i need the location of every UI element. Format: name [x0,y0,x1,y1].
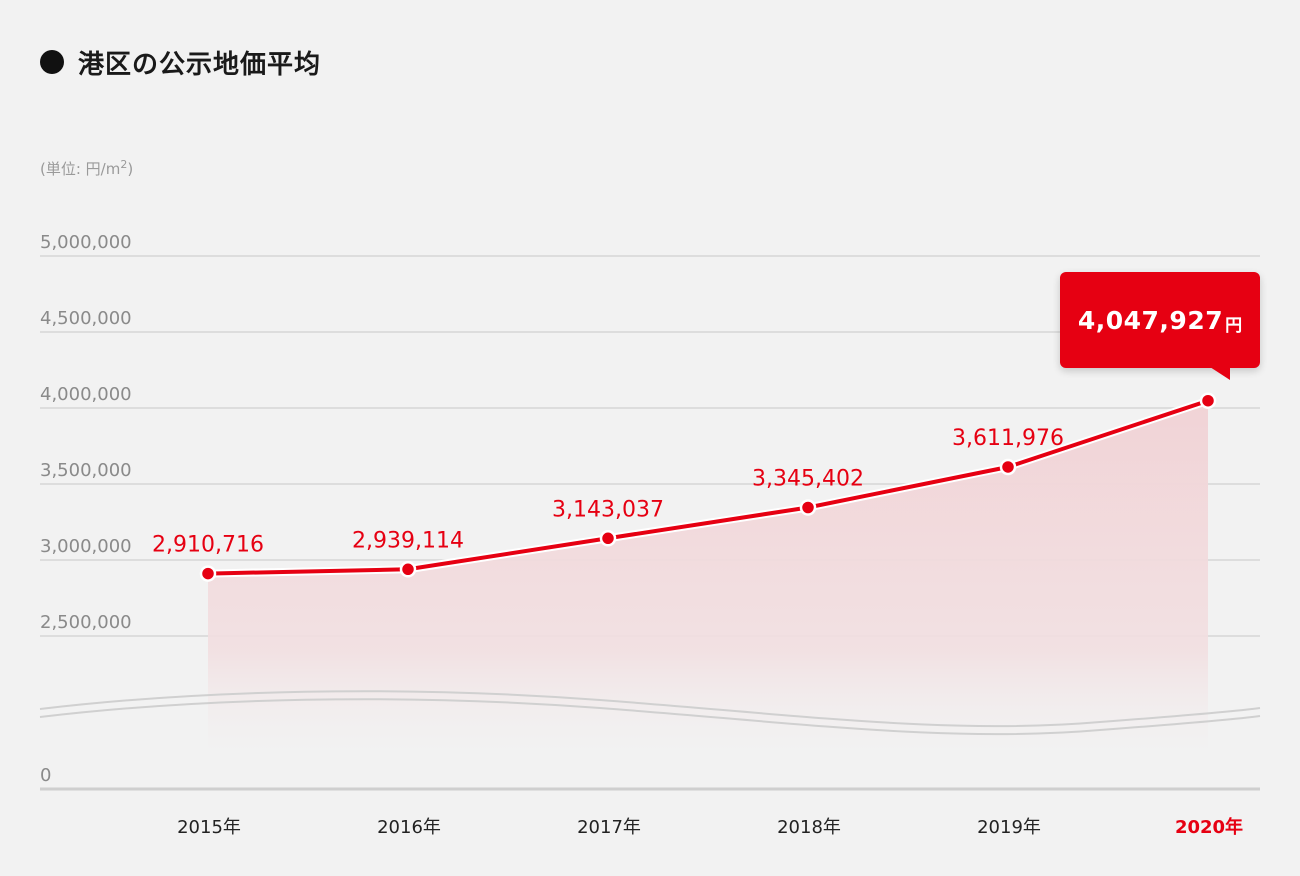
data-label: 3,611,976 [952,426,1064,451]
area-layer [208,400,1208,760]
data-point [1199,392,1217,409]
data-label: 3,143,037 [552,497,664,522]
y-axis: 0 2,500,000 3,000,000 3,500,000 4,000,000 4,5… [40,232,132,786]
callout-value: 4,047,927 [1077,305,1224,335]
callout-unit: 円 [1225,315,1243,336]
data-point [199,565,217,582]
x-tick-label: 2016年 [377,817,441,838]
series-line [207,398,1209,576]
data-point [999,458,1017,476]
data-label: 2,939,114 [352,528,464,553]
unit-label-superscript: 2 [120,158,128,171]
x-tick-label: 2015年 [177,817,241,838]
axis-break [39,690,1261,736]
bullet-icon [40,50,64,74]
y-tick-label: 4,000,000 [40,384,132,405]
x-tick-label: 2018年 [777,817,841,838]
y-tick-label: 2,500,000 [40,612,132,633]
y-tick-label: 3,500,000 [40,460,132,481]
data-point [599,530,617,547]
area-fill [208,400,1208,760]
data-point [799,499,817,516]
x-tick-label: 2019年 [977,817,1041,838]
point-layer [199,392,1217,582]
data-point [399,561,417,578]
data-label: 3,345,402 [752,466,864,491]
line-layer [207,396,1210,578]
y-tick-label: 4,500,000 [40,308,132,329]
axis-break-line [39,698,1261,736]
unit-label: (単位: 円/m2) [40,158,133,179]
label-layer: 2,910,716 2,939,114 3,143,037 3,345,402 3,61… [152,426,1064,558]
unit-label-text: (単位: 円/m [40,160,121,178]
y-tick-label: 3,000,000 [40,536,132,557]
title-text: 港区の公示地価平均 [78,49,322,80]
axis-break-line [39,690,1261,728]
x-axis: 2015年 2016年 2017年 2018年 2019年 2020年 [177,816,1243,838]
y-tick-label: 5,000,000 [40,232,132,253]
unit-label-close: ) [127,160,134,178]
y-tick-label: 0 [40,765,51,786]
x-tick-label: 2017年 [577,817,641,838]
x-tick-label: 2020年 [1175,816,1243,838]
data-label: 2,910,716 [152,533,264,558]
chart-title: 港区の公示地価平均 [40,44,321,80]
highlight-callout: 4,047,927 円 [1060,272,1260,380]
